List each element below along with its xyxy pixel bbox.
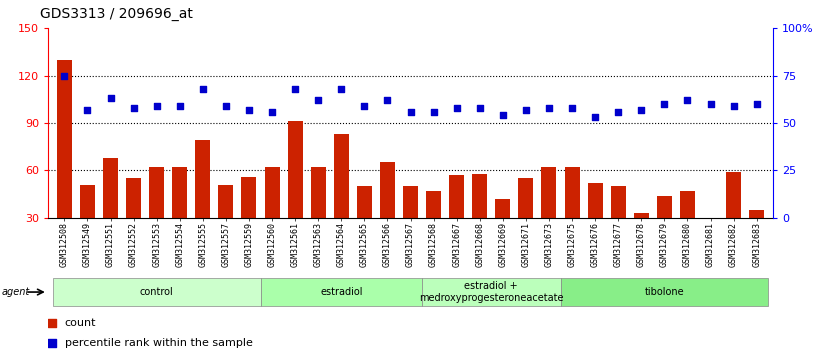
Bar — [288, 121, 302, 265]
Point — [635, 107, 648, 113]
Bar — [450, 175, 465, 265]
Bar — [311, 167, 326, 265]
Bar — [519, 178, 534, 265]
Point — [704, 101, 717, 107]
Text: control: control — [140, 287, 174, 297]
Bar — [219, 184, 234, 265]
Bar — [380, 162, 395, 265]
Point — [243, 107, 256, 113]
Text: GDS3313 / 209696_at: GDS3313 / 209696_at — [40, 7, 193, 21]
Bar — [334, 134, 349, 265]
Point — [496, 113, 509, 118]
Bar — [542, 167, 557, 265]
Text: estradiol +
medroxyprogesteroneacetate: estradiol + medroxyprogesteroneacetate — [419, 281, 563, 303]
Point — [104, 96, 117, 101]
Bar — [80, 184, 95, 265]
Text: agent: agent — [2, 287, 30, 297]
Bar — [726, 172, 741, 265]
Text: percentile rank within the sample: percentile rank within the sample — [65, 338, 253, 348]
Point — [127, 105, 140, 111]
Bar — [656, 196, 672, 265]
Point — [196, 86, 209, 92]
Bar — [611, 186, 626, 265]
Point — [565, 105, 578, 111]
Point — [519, 107, 533, 113]
Point — [312, 97, 325, 103]
Point — [357, 103, 371, 109]
Bar — [103, 158, 118, 265]
Point — [727, 103, 740, 109]
Bar — [588, 183, 602, 265]
Point — [150, 103, 164, 109]
Bar — [495, 199, 510, 265]
Point — [750, 101, 764, 107]
Point — [450, 105, 464, 111]
Point — [335, 86, 348, 92]
Bar — [561, 278, 768, 306]
Bar — [126, 178, 141, 265]
Bar — [260, 278, 422, 306]
Point — [473, 105, 486, 111]
Bar — [57, 60, 71, 265]
Point — [219, 103, 233, 109]
Point — [81, 107, 94, 113]
Bar — [149, 167, 165, 265]
Bar — [195, 141, 210, 265]
Bar — [53, 278, 260, 306]
Bar — [564, 167, 579, 265]
Bar — [750, 210, 765, 265]
Bar — [634, 213, 649, 265]
Bar — [426, 191, 441, 265]
Bar — [703, 218, 718, 265]
Point — [612, 109, 625, 114]
Text: tibolone: tibolone — [645, 287, 684, 297]
Bar — [472, 173, 487, 265]
Point — [45, 340, 58, 346]
Point — [681, 97, 694, 103]
Point — [657, 101, 671, 107]
Bar — [422, 278, 561, 306]
Text: estradiol: estradiol — [320, 287, 362, 297]
Point — [288, 86, 302, 92]
Point — [588, 114, 602, 120]
Point — [404, 109, 417, 114]
Bar — [356, 186, 371, 265]
Point — [265, 109, 278, 114]
Point — [381, 97, 394, 103]
Point — [427, 109, 440, 114]
Point — [543, 105, 556, 111]
Point — [57, 73, 71, 79]
Text: count: count — [65, 318, 96, 328]
Bar — [264, 167, 279, 265]
Point — [45, 320, 58, 326]
Bar — [403, 186, 418, 265]
Point — [173, 103, 186, 109]
Bar — [680, 191, 695, 265]
Bar — [242, 177, 257, 265]
Bar — [172, 167, 187, 265]
